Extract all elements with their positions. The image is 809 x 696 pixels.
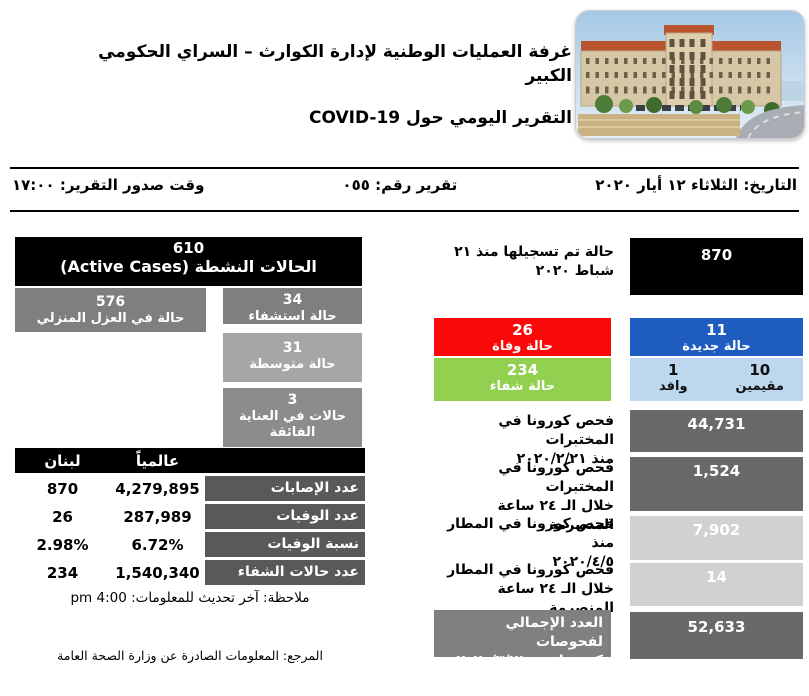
- update-note: ملاحظة: آخر تحديث للمعلومات: 4:00 pm: [70, 590, 310, 606]
- icu-cases-label: حالات في العناية الفائقة: [238, 409, 347, 440]
- meta-row: التاريخ: الثلاثاء ١٢ أيار ٢٠٢٠ تقرير رقم…: [12, 176, 797, 194]
- report-title-line2: التقرير اليومي حول COVID-19: [309, 108, 572, 128]
- lab-tests-24h-label: فحص كورونا في المختبرات خلال الـ ٢٤ ساعة…: [497, 460, 614, 533]
- arrivals-label: وافد: [658, 379, 688, 394]
- home-isolation-value: 576: [95, 294, 126, 310]
- table-row-total-infections: عدد الإصابات الإجمالي 4,279,895 870: [15, 476, 365, 521]
- airport-tests-24h-label: فحص كورونا في المطار خلال الـ ٢٤ ساعة ال…: [447, 562, 614, 616]
- report-title-line1: غرفة العمليات الوطنية لإدارة الكوارث – ا…: [98, 42, 572, 86]
- airport-tests-since-value: 7,902: [692, 521, 741, 539]
- lab-tests-since-label: فحص كورونا في المختبرات منذ ٢٠٢٠/٢/٢١: [498, 413, 614, 467]
- hospitalized-value: 34: [282, 292, 303, 308]
- serail-building-photo: [575, 10, 805, 139]
- airport-tests-since-label: فحص كورونا في المطار منذ ٢٠٢٠/٤/٥: [447, 516, 614, 570]
- residents-label: مقيمين: [735, 379, 784, 394]
- total-registered-value: 870: [700, 246, 733, 264]
- hospitalized-box: 34 حالة استشفاء: [223, 288, 362, 324]
- moderate-cases-label: حالة متوسطة: [249, 357, 336, 372]
- building-illustration: [576, 11, 804, 138]
- lab-tests-since-box: 44,731: [630, 410, 803, 452]
- new-cases-label: حالة جديدة: [682, 339, 751, 354]
- table-row-deaths: عدد الوفيات 287,989 26: [15, 504, 365, 529]
- total-tests-value: 52,633: [687, 618, 746, 636]
- moderate-cases-value: 31: [282, 340, 303, 356]
- stats-table: عالمياً لبنان عدد الإصابات الإجمالي 4,27…: [15, 448, 365, 585]
- new-cases-value: 11: [706, 321, 727, 339]
- moderate-cases-box: 31 حالة متوسطة: [223, 333, 362, 382]
- arrivals-cell: 1 وافد: [630, 358, 717, 401]
- column-world: عالمياً: [135, 451, 180, 470]
- deaths-label: حالة وفاة: [492, 339, 553, 354]
- recovered-value: 234: [506, 361, 539, 379]
- active-cases-value: 610: [172, 239, 205, 257]
- total-tests-label: العدد الإجمالي لفحوصات كورونا منذ ٢٠٢٠/٣…: [434, 610, 611, 669]
- residents-cell: 10 مقيمين: [717, 358, 804, 401]
- residents-value: 10: [749, 361, 771, 379]
- report-number: تقرير رقم: ٠٥٥: [342, 176, 458, 194]
- active-cases-label: الحالات النشطة (Active Cases): [60, 257, 317, 276]
- hospitalized-label: حالة استشفاء: [248, 309, 337, 324]
- home-isolation-label: حالة في العزل المنزلي: [36, 311, 185, 326]
- airport-tests-24h-box: 14: [630, 563, 803, 606]
- stats-table-header: عالمياً لبنان: [15, 448, 365, 473]
- home-isolation-box: 576 حالة في العزل المنزلي: [15, 288, 206, 332]
- airport-tests-24h-value: 14: [706, 568, 727, 586]
- total-tests-box: 52,633: [630, 612, 803, 659]
- icu-cases-box: 3 حالات في العناية الفائقة: [223, 388, 362, 447]
- column-lebanon: لبنان: [44, 451, 81, 470]
- lab-tests-since-value: 44,731: [687, 415, 746, 433]
- deaths-value: 26: [512, 321, 533, 339]
- active-cases-box: 610 الحالات النشطة (Active Cases): [15, 237, 362, 286]
- total-registered-box: 870: [630, 238, 803, 295]
- lab-tests-24h-value: 1,524: [692, 462, 741, 480]
- table-row-recovered: عدد حالات الشفاء 1,540,340 234: [15, 560, 365, 585]
- recovered-box: 234 حالة شفاء: [434, 358, 611, 401]
- case-origin-box: 10 مقيمين 1 وافد: [630, 358, 803, 401]
- new-cases-box: 11 حالة جديدة: [630, 318, 803, 356]
- report-title: غرفة العمليات الوطنية لإدارة الكوارث – ا…: [60, 40, 572, 130]
- lab-tests-24h-box: 1,524: [630, 457, 803, 511]
- total-registered-label: حالة تم تسجيلها منذ ٢١ شباط ٢٠٢٠: [454, 244, 614, 279]
- deaths-box: 26 حالة وفاة: [434, 318, 611, 356]
- icu-cases-value: 3: [287, 392, 298, 408]
- recovered-label: حالة شفاء: [489, 379, 556, 394]
- report-date: التاريخ: الثلاثاء ١٢ أيار ٢٠٢٠: [595, 176, 797, 194]
- report-issue-time: وقت صدور التقرير: ١٧:٠٠: [12, 176, 205, 194]
- airport-tests-since-box: 7,902: [630, 516, 803, 560]
- arrivals-value: 1: [668, 361, 679, 379]
- reference-note: المرجع: المعلومات الصادرة عن وزارة الصحة…: [57, 648, 323, 663]
- table-row-death-rate: نسبة الوفيات 6.72% 2.98%: [15, 532, 365, 557]
- divider-top: [10, 167, 799, 169]
- divider-bottom: [10, 210, 799, 212]
